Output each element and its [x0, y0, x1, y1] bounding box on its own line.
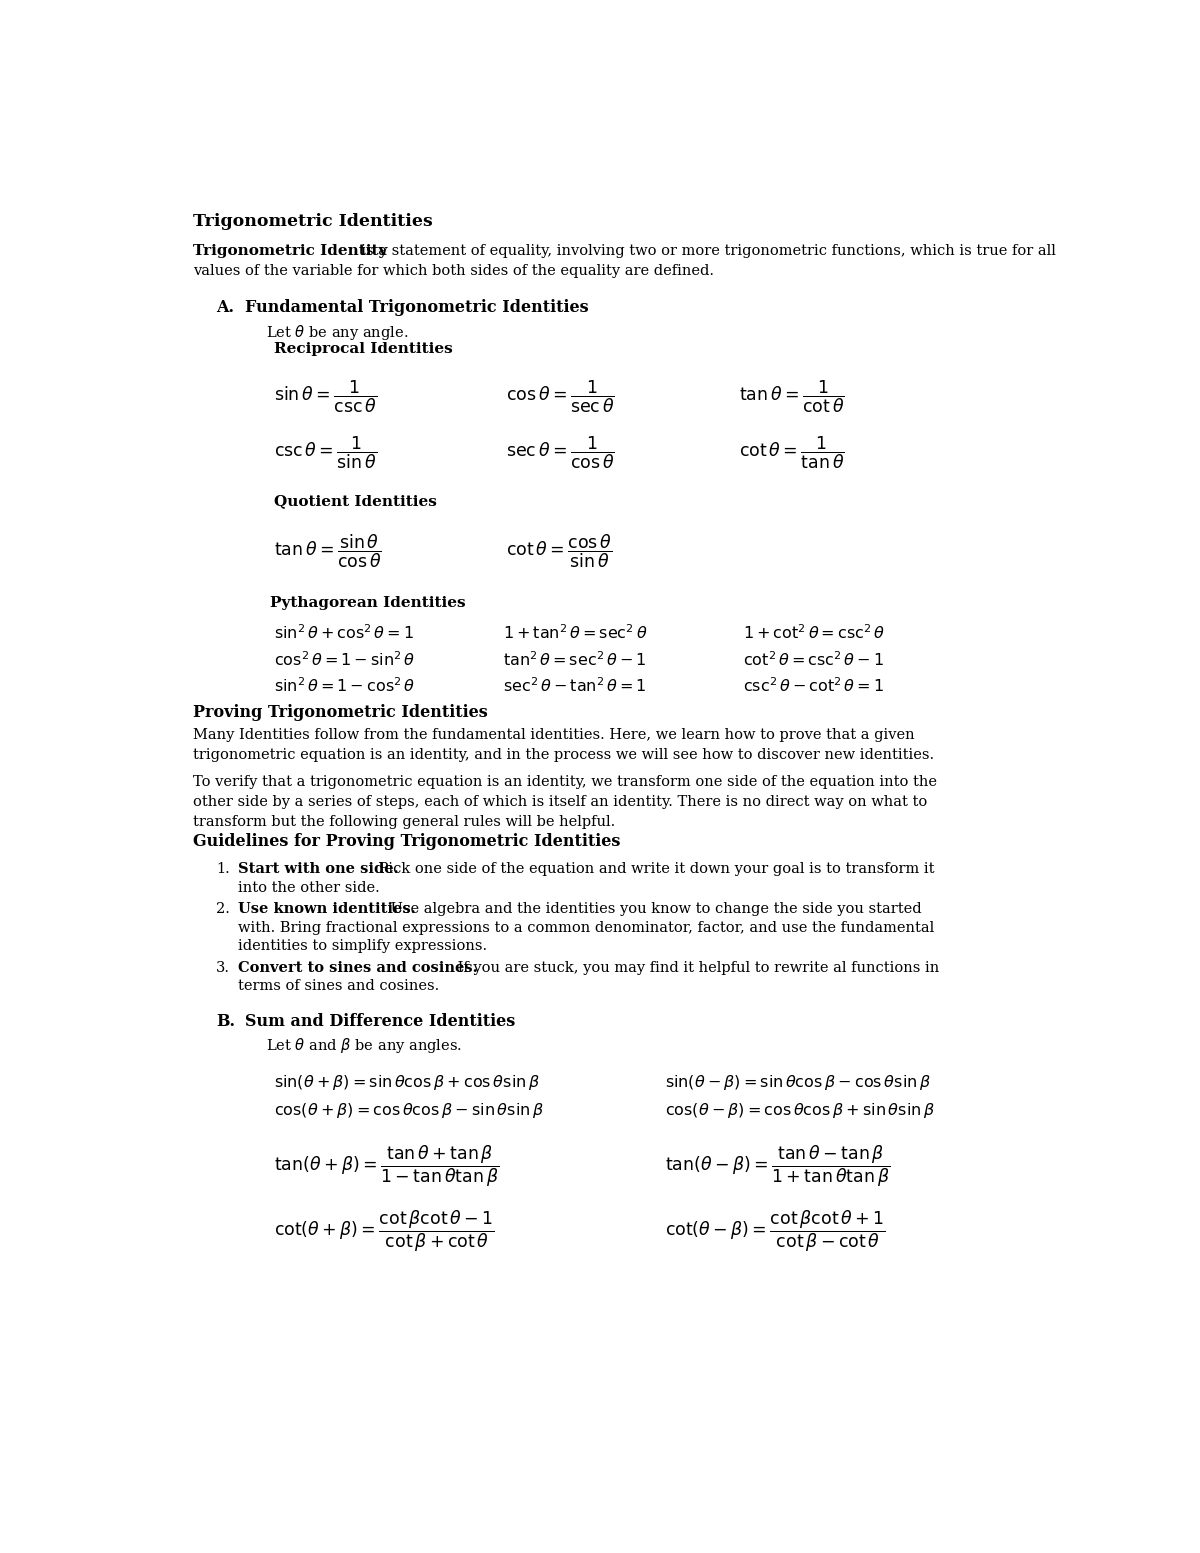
Text: $\sin\theta=\dfrac{1}{\csc\theta}$: $\sin\theta=\dfrac{1}{\csc\theta}$ [274, 379, 377, 415]
Text: terms of sines and cosines.: terms of sines and cosines. [238, 980, 439, 994]
Text: If you are stuck, you may find it helpful to rewrite al functions in: If you are stuck, you may find it helpfu… [454, 961, 940, 975]
Text: 2.: 2. [216, 902, 229, 916]
Text: values of the variable for which both sides of the equality are defined.: values of the variable for which both si… [193, 264, 714, 278]
Text: 3.: 3. [216, 961, 230, 975]
Text: Trigonometric Identities: Trigonometric Identities [193, 213, 432, 230]
Text: Many Identities follow from the fundamental identities. Here, we learn how to pr: Many Identities follow from the fundamen… [193, 728, 934, 763]
Text: $\tan^2\theta=\sec^2\theta-1$: $\tan^2\theta=\sec^2\theta-1$ [503, 649, 646, 669]
Text: Trigonometric Identity: Trigonometric Identity [193, 244, 386, 258]
Text: Guidelines for Proving Trigonometric Identities: Guidelines for Proving Trigonometric Ide… [193, 832, 620, 849]
Text: $\sin^2\theta+\cos^2\theta=1$: $\sin^2\theta+\cos^2\theta=1$ [274, 624, 414, 643]
Text: $\sin^2\theta=1-\cos^2\theta$: $\sin^2\theta=1-\cos^2\theta$ [274, 676, 415, 694]
Text: identities to simplify expressions.: identities to simplify expressions. [238, 940, 487, 954]
Text: $1+\tan^2\theta=\sec^2\theta$: $1+\tan^2\theta=\sec^2\theta$ [503, 624, 647, 643]
Text: A.: A. [216, 298, 234, 315]
Text: $\sin(\theta-\beta)=\sin\theta\cos\beta-\cos\theta\sin\beta$: $\sin(\theta-\beta)=\sin\theta\cos\beta-… [665, 1073, 931, 1092]
Text: into the other side.: into the other side. [238, 881, 379, 895]
Text: $\sec^2\theta-\tan^2\theta=1$: $\sec^2\theta-\tan^2\theta=1$ [503, 676, 646, 694]
Text: $\cos\theta=\dfrac{1}{\sec\theta}$: $\cos\theta=\dfrac{1}{\sec\theta}$ [506, 379, 616, 415]
Text: is a statement of equality, involving two or more trigonometric functions, which: is a statement of equality, involving tw… [352, 244, 1055, 258]
Text: $\cot^2\theta=\csc^2\theta-1$: $\cot^2\theta=\csc^2\theta-1$ [743, 649, 884, 669]
Text: Fundamental Trigonometric Identities: Fundamental Trigonometric Identities [245, 298, 589, 315]
Text: $\cos^2\theta=1-\sin^2\theta$: $\cos^2\theta=1-\sin^2\theta$ [274, 649, 415, 669]
Text: Use known identities.: Use known identities. [238, 902, 415, 916]
Text: Pick one side of the equation and write it down your goal is to transform it: Pick one side of the equation and write … [374, 862, 935, 876]
Text: Let $\theta$ and $\beta$ be any angles.: Let $\theta$ and $\beta$ be any angles. [266, 1036, 462, 1056]
Text: $\sec\theta=\dfrac{1}{\cos\theta}$: $\sec\theta=\dfrac{1}{\cos\theta}$ [506, 435, 616, 471]
Text: Quotient Identities: Quotient Identities [274, 494, 437, 508]
Text: $\tan\theta=\dfrac{1}{\cot\theta}$: $\tan\theta=\dfrac{1}{\cot\theta}$ [739, 379, 845, 415]
Text: Convert to sines and cosines.: Convert to sines and cosines. [238, 961, 478, 975]
Text: Use algebra and the identities you know to change the side you started: Use algebra and the identities you know … [386, 902, 922, 916]
Text: $\cot(\theta+\beta)=\dfrac{\cot\beta\cot\theta-1}{\cot\beta+\cot\theta}$: $\cot(\theta+\beta)=\dfrac{\cot\beta\cot… [274, 1208, 494, 1255]
Text: $\cot\theta=\dfrac{\cos\theta}{\sin\theta}$: $\cot\theta=\dfrac{\cos\theta}{\sin\thet… [506, 533, 613, 570]
Text: $\csc^2\theta-\cot^2\theta=1$: $\csc^2\theta-\cot^2\theta=1$ [743, 676, 884, 694]
Text: with. Bring fractional expressions to a common denominator, factor, and use the : with. Bring fractional expressions to a … [238, 921, 934, 935]
Text: $\cos(\theta+\beta)=\cos\theta\cos\beta-\sin\theta\sin\beta$: $\cos(\theta+\beta)=\cos\theta\cos\beta-… [274, 1101, 544, 1120]
Text: $\tan(\theta-\beta)=\dfrac{\tan\theta-\tan\beta}{1+\tan\theta\tan\beta}$: $\tan(\theta-\beta)=\dfrac{\tan\theta-\t… [665, 1143, 890, 1190]
Text: Pythagorean Identities: Pythagorean Identities [270, 596, 466, 610]
Text: To verify that a trigonometric equation is an identity, we transform one side of: To verify that a trigonometric equation … [193, 775, 937, 829]
Text: Proving Trigonometric Identities: Proving Trigonometric Identities [193, 704, 487, 721]
Text: $\tan(\theta+\beta)=\dfrac{\tan\theta+\tan\beta}{1-\tan\theta\tan\beta}$: $\tan(\theta+\beta)=\dfrac{\tan\theta+\t… [274, 1143, 499, 1190]
Text: Sum and Difference Identities: Sum and Difference Identities [245, 1014, 516, 1030]
Text: $1+\cot^2\theta=\csc^2\theta$: $1+\cot^2\theta=\csc^2\theta$ [743, 624, 886, 643]
Text: Reciprocal Identities: Reciprocal Identities [274, 342, 452, 356]
Text: $\cos(\theta-\beta)=\cos\theta\cos\beta+\sin\theta\sin\beta$: $\cos(\theta-\beta)=\cos\theta\cos\beta+… [665, 1101, 935, 1120]
Text: $\sin(\theta+\beta)=\sin\theta\cos\beta+\cos\theta\sin\beta$: $\sin(\theta+\beta)=\sin\theta\cos\beta+… [274, 1073, 540, 1092]
Text: $\cot\theta=\dfrac{1}{\tan\theta}$: $\cot\theta=\dfrac{1}{\tan\theta}$ [739, 435, 845, 471]
Text: 1.: 1. [216, 862, 229, 876]
Text: Let $\theta$ be any angle.: Let $\theta$ be any angle. [266, 323, 408, 342]
Text: Start with one side.: Start with one side. [238, 862, 398, 876]
Text: $\tan\theta=\dfrac{\sin\theta}{\cos\theta}$: $\tan\theta=\dfrac{\sin\theta}{\cos\thet… [274, 533, 382, 570]
Text: $\csc\theta=\dfrac{1}{\sin\theta}$: $\csc\theta=\dfrac{1}{\sin\theta}$ [274, 435, 377, 471]
Text: $\cot(\theta-\beta)=\dfrac{\cot\beta\cot\theta+1}{\cot\beta-\cot\theta}$: $\cot(\theta-\beta)=\dfrac{\cot\beta\cot… [665, 1208, 886, 1255]
Text: B.: B. [216, 1014, 235, 1030]
